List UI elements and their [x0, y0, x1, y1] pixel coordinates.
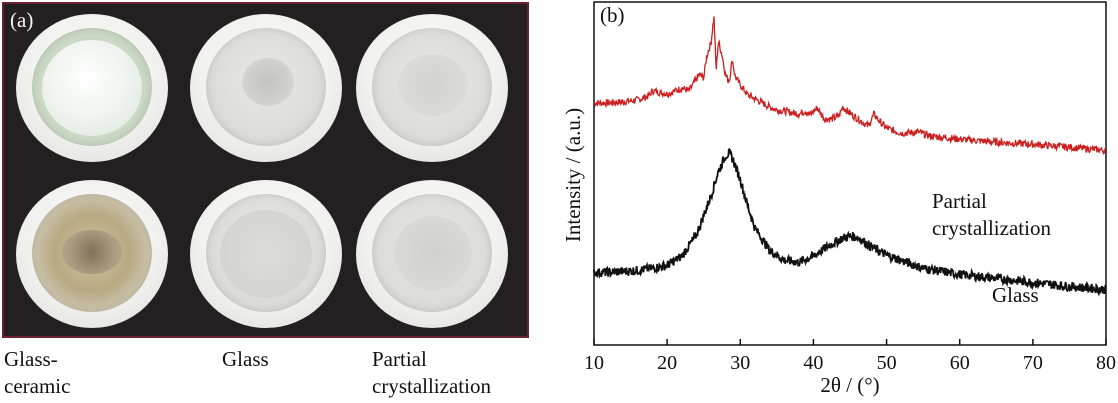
x-tick-label-50: 50 — [877, 352, 897, 374]
panel-a-label: (a) — [10, 8, 34, 32]
y-axis-label: Intensity / (a.u.) — [561, 108, 585, 242]
series-line-partial-crystallization — [593, 16, 1107, 156]
sample-label-glass-ceramic: Glass- ceramic — [4, 347, 71, 398]
crucible-glass-ceramic-top — [16, 14, 168, 162]
crucible-glass-top — [190, 14, 342, 162]
series-label-partial-crystallization: Partial crystallization — [932, 189, 1051, 240]
crucible-partial-bottom — [356, 180, 508, 328]
series-layer — [593, 16, 1107, 297]
x-tick-label-30: 30 — [730, 352, 750, 374]
crucible-partial-top — [356, 14, 508, 162]
x-tick-label-60: 60 — [950, 352, 970, 374]
ticks-layer: 10 20 30 40 50 60 70 80 — [584, 339, 1116, 374]
crucible-glass-ceramic-bottom — [16, 180, 168, 328]
x-tick-label-10: 10 — [584, 352, 604, 374]
sample-label-glass: Glass — [222, 347, 269, 371]
photo-panel: (a) — [2, 2, 529, 338]
crucible-glass-bottom — [190, 180, 342, 328]
plot-border — [593, 1, 1107, 346]
series-label-glass: Glass — [992, 283, 1039, 307]
x-tick-label-80: 80 — [1096, 352, 1116, 374]
series-line-glass — [593, 148, 1107, 297]
x-tick-label-20: 20 — [657, 352, 677, 374]
x-tick-label-70: 70 — [1023, 352, 1043, 374]
x-axis-label: 2θ / (°) — [820, 373, 879, 397]
series-labels: Partial crystallization Glass — [932, 189, 1051, 307]
plot-frame — [593, 1, 1107, 346]
panel-b-label: (b) — [600, 3, 625, 27]
sample-label-partial-crystallization: Partial crystallization — [372, 347, 491, 398]
x-tick-label-40: 40 — [803, 352, 823, 374]
